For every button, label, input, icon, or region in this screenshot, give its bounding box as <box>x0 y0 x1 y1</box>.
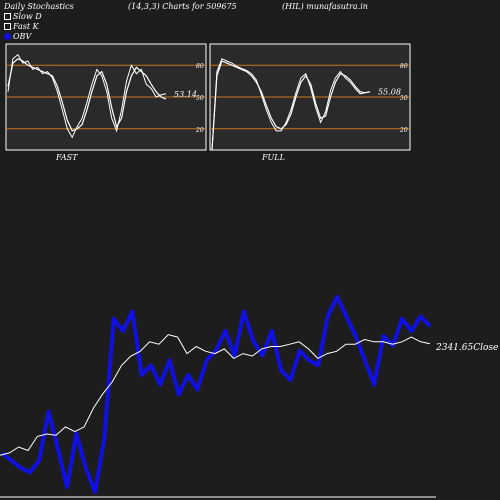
legend-swatch-icon <box>4 23 11 30</box>
legend-slow-d-label: Slow D <box>13 12 42 21</box>
fast-panel-label: FAST <box>56 153 78 162</box>
chart-source: (HIL) munafasutra.in <box>282 2 368 11</box>
obv-series-line <box>0 294 432 495</box>
full-level-label: 80 <box>400 63 408 70</box>
legend-slow-d: Slow D <box>4 12 42 21</box>
full-level-label: 20 <box>399 127 408 134</box>
full-last-value-label: 55.08 <box>378 88 401 97</box>
full-panel-label: FULL <box>262 153 285 162</box>
fast-level-label: 80 <box>196 63 204 70</box>
full-level-label: 50 <box>400 95 408 102</box>
chart-subtitle: (14,3,3) Charts for 509675 <box>128 2 237 11</box>
full-series-line <box>211 58 371 151</box>
fast-level-label: 20 <box>195 127 204 134</box>
legend-obv-label: OBV <box>13 32 32 41</box>
legend-dot-icon <box>4 33 11 40</box>
fast-series-line <box>7 58 167 132</box>
fast-last-value-label: 53.14 <box>174 90 197 99</box>
legend-fast-k: Fast K <box>4 22 39 31</box>
close-series-line <box>0 334 431 456</box>
fast-series-line <box>7 53 167 139</box>
legend-swatch-icon <box>4 13 11 20</box>
legend-obv: OBV <box>4 32 31 41</box>
fast-level-label: 50 <box>196 95 204 102</box>
chart-title: Daily Stochastics <box>4 2 74 11</box>
close-price-label: 2341.65Close <box>436 343 499 353</box>
legend-fast-k-label: Fast K <box>13 22 39 31</box>
